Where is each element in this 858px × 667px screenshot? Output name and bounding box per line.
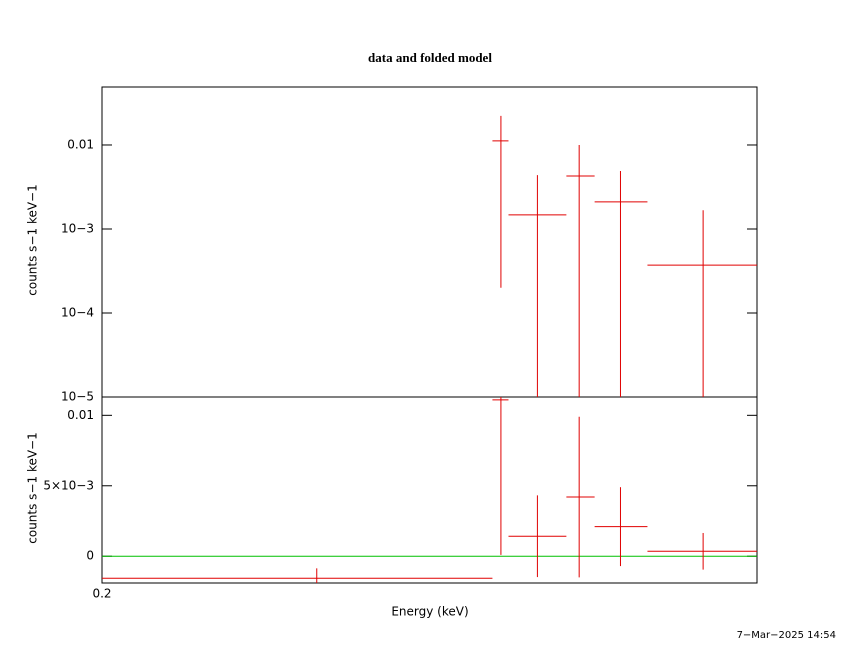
bottom-frame [101,396,758,584]
x-axis-label: Energy (keV) [391,605,468,619]
y-axis-label: counts s−1 keV−1 [26,184,40,295]
y-tick-label: 5×10−3 [43,478,94,492]
y-tick-label: 10−4 [61,305,94,319]
y-tick-label: 10−3 [61,221,94,235]
y-tick-label: 0.01 [67,408,94,422]
y-axis-label: counts s−1 keV−1 [26,432,40,543]
x-tick-label: 0.2 [92,587,111,601]
timestamp: 7−Mar−2025 14:54 [737,630,836,641]
chart-title: data and folded model [368,50,492,65]
y-tick-label: 10−5 [61,390,94,404]
top-frame [101,86,758,398]
y-tick-label: 0.01 [67,137,94,151]
y-tick-label: 0 [86,549,94,563]
